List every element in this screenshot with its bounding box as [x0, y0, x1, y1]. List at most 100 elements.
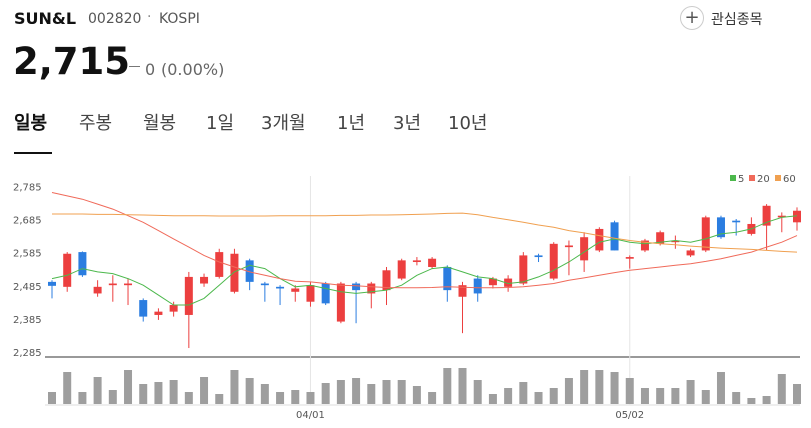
volume-bar	[397, 380, 406, 404]
volume-bar	[716, 372, 725, 404]
legend-label: 60	[783, 174, 796, 185]
candle-body	[610, 222, 619, 251]
volume-bar	[443, 368, 452, 404]
market: KOSPI	[159, 11, 200, 27]
ma-line	[52, 212, 798, 253]
volume-bar	[686, 380, 695, 404]
volume-bar	[762, 396, 771, 404]
tab[interactable]: 월봉	[143, 113, 177, 134]
tab[interactable]: 10년	[448, 113, 488, 134]
candle-body	[184, 276, 193, 315]
candle-body	[291, 288, 300, 292]
candle-body	[260, 283, 269, 286]
tab[interactable]: 1년	[337, 113, 366, 134]
volume-bar	[63, 372, 72, 404]
volume-bar	[793, 384, 801, 404]
candle-body	[93, 286, 102, 294]
watch-icon[interactable]: +	[680, 6, 704, 30]
volume-bar	[732, 392, 741, 404]
separator: ·	[147, 9, 152, 25]
watch-button[interactable]: 관심종목	[711, 12, 763, 28]
volume-bar	[336, 380, 345, 404]
volume-bar	[48, 392, 56, 404]
volume-bar	[580, 370, 589, 404]
change: 0	[145, 60, 156, 79]
candle-body	[428, 258, 437, 267]
volume-bar	[306, 392, 315, 404]
candle-body	[397, 260, 406, 279]
candle-body	[78, 252, 87, 276]
volume-bar	[625, 378, 634, 404]
candle-body	[321, 283, 330, 304]
candle-body	[625, 257, 634, 259]
candle-body	[458, 285, 467, 297]
x-tick-label: 05/02	[615, 410, 644, 421]
candle-body	[549, 243, 558, 279]
volume-bar	[382, 380, 391, 404]
volume-bar	[595, 370, 604, 404]
candle-body	[716, 217, 725, 238]
candle-body	[580, 237, 589, 261]
volume-bar	[169, 380, 178, 404]
candle-body	[245, 260, 254, 282]
candle-body	[762, 205, 771, 226]
flat-icon	[129, 66, 140, 67]
volume-bar	[291, 390, 300, 404]
candle-body	[169, 305, 178, 312]
volume-bar	[671, 388, 680, 404]
price: 2,715	[13, 40, 131, 83]
tab[interactable]: 3개월	[261, 113, 306, 134]
y-tick-label: 2,585	[13, 249, 42, 260]
volume-bar	[458, 368, 467, 404]
volume-bar	[549, 388, 558, 404]
candle-body	[200, 276, 209, 284]
candle-body	[686, 250, 695, 256]
candle-body	[352, 283, 361, 291]
volume-bar	[701, 390, 710, 404]
stock-code: 002820	[88, 11, 142, 27]
candle-body	[488, 278, 497, 286]
tab[interactable]: 3년	[393, 113, 422, 134]
x-tick-label: 04/01	[296, 410, 325, 421]
candle-body	[473, 278, 482, 294]
volume-bar	[534, 392, 543, 404]
change-pct: (0.00%)	[161, 60, 225, 79]
volume-bar	[412, 386, 421, 404]
volume-bar	[519, 382, 528, 404]
volume-bar	[124, 370, 133, 404]
candle-body	[777, 215, 786, 218]
candle-body	[519, 255, 528, 284]
candle-body	[412, 260, 421, 263]
volume-bar	[473, 380, 482, 404]
y-tick-label: 2,385	[13, 315, 42, 326]
candle-body	[306, 285, 315, 302]
candle-body	[336, 283, 345, 322]
y-tick-label: 2,285	[13, 348, 42, 359]
volume-bar	[230, 370, 239, 404]
tab[interactable]: 1일	[206, 113, 235, 134]
candle-body	[63, 253, 72, 287]
stock-name: SUN&L	[14, 9, 77, 28]
candle-body	[124, 283, 133, 286]
volume-bar	[200, 377, 209, 404]
candle-body	[671, 240, 680, 243]
legend-label: 20	[757, 174, 770, 185]
volume-bar	[184, 392, 193, 404]
volume-bar	[139, 384, 148, 404]
volume-bar	[504, 388, 513, 404]
tab[interactable]: 주봉	[79, 113, 113, 134]
volume-bar	[276, 392, 285, 404]
candle-body	[443, 266, 452, 291]
candle-body	[793, 210, 801, 223]
candle-body	[367, 283, 376, 294]
candle-body	[701, 217, 710, 251]
volume-bar	[108, 390, 117, 404]
tab[interactable]: 일봉	[14, 113, 48, 134]
candle-body	[276, 286, 285, 289]
candle-body	[108, 283, 117, 286]
candle-body	[139, 300, 148, 317]
candle-body	[230, 253, 239, 292]
volume-bar	[564, 378, 573, 404]
volume-bar	[78, 392, 87, 404]
